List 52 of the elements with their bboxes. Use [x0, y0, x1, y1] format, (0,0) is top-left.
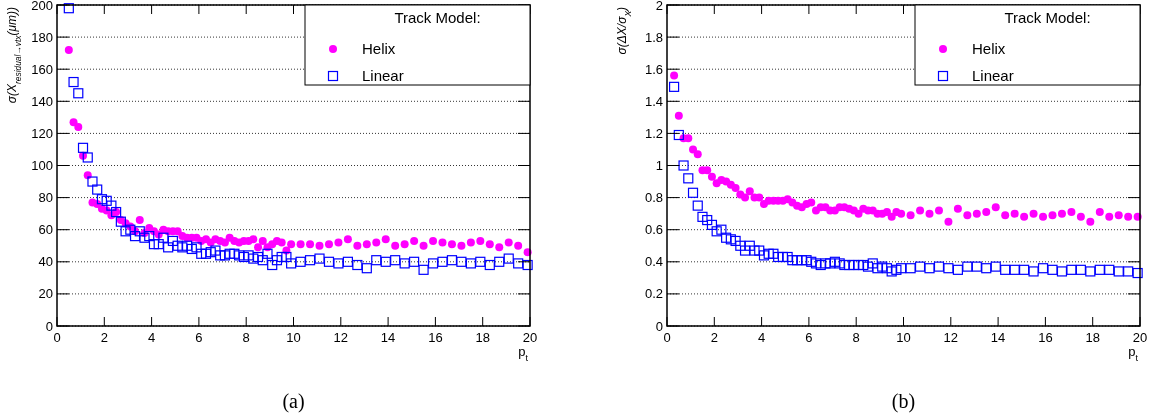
y-tick-label: 1.6 — [644, 61, 663, 77]
x-tick-label: 20 — [1132, 330, 1148, 345]
y-tick-label: 1.2 — [644, 125, 663, 141]
x-axis-title: p$_{t}$ — [518, 344, 529, 363]
legend-label: Helix — [972, 40, 1006, 57]
y-tick-label: 40 — [38, 254, 53, 270]
legend-label: Linear — [362, 67, 404, 84]
x-tick-label: 14 — [380, 330, 396, 345]
x-tick-label: 12 — [943, 330, 959, 345]
y-tick-label: 0 — [45, 318, 53, 334]
y-tick-label: 2 — [655, 0, 663, 13]
y-tick-label: 1.4 — [644, 93, 663, 109]
x-tick-label: 12 — [333, 330, 349, 345]
legend-label: Linear — [972, 67, 1014, 84]
text: (a) — [282, 390, 305, 413]
x-tick-label: 8 — [242, 330, 250, 345]
x-tick-label: 10 — [896, 330, 911, 345]
y-tick-label: 80 — [38, 190, 53, 206]
x-tick-label: 14 — [990, 330, 1006, 345]
x-tick-label: 2 — [710, 330, 718, 345]
x-tick-label: 6 — [195, 330, 203, 345]
y-tick-label: 180 — [31, 29, 53, 45]
y-tick-label: 160 — [31, 61, 53, 77]
y-tick-label: 0.2 — [644, 286, 663, 302]
y-tick-label: 0.8 — [644, 190, 663, 206]
x-tick-label: 2 — [100, 330, 108, 345]
x-tick-label: 20 — [522, 330, 538, 345]
x-tick-label: 8 — [852, 330, 860, 345]
y-tick-label: 20 — [38, 286, 53, 302]
x-tick-label: 4 — [147, 330, 156, 345]
y-tick-label: 140 — [31, 93, 53, 109]
x-tick-label: 18 — [1085, 330, 1100, 345]
y-tick-label: 60 — [38, 222, 53, 238]
y-tick-label: 0.6 — [644, 222, 663, 238]
legend-label: Helix — [362, 40, 396, 57]
text: (b) — [891, 390, 916, 413]
y-tick-label: 1.8 — [644, 29, 663, 45]
y-tick-label: 120 — [31, 125, 53, 141]
x-tick-label: 10 — [286, 330, 301, 345]
x-tick-label: 16 — [428, 330, 443, 345]
x-tick-label: 16 — [1038, 330, 1053, 345]
y-tick-label: 200 — [31, 0, 53, 13]
y-tick-label: 1 — [655, 158, 663, 173]
y-tick-label: 0.4 — [644, 254, 663, 270]
legend-title: Track Model: — [1004, 9, 1091, 26]
y-tick-label: 0 — [655, 318, 663, 334]
x-tick-label: 4 — [757, 330, 766, 345]
legend-title: Track Model: — [394, 9, 481, 26]
x-tick-label: 18 — [475, 330, 490, 345]
x-axis-title: p$_{t}$ — [1128, 344, 1139, 363]
y-tick-label: 100 — [31, 158, 53, 173]
x-tick-label: 6 — [805, 330, 813, 345]
